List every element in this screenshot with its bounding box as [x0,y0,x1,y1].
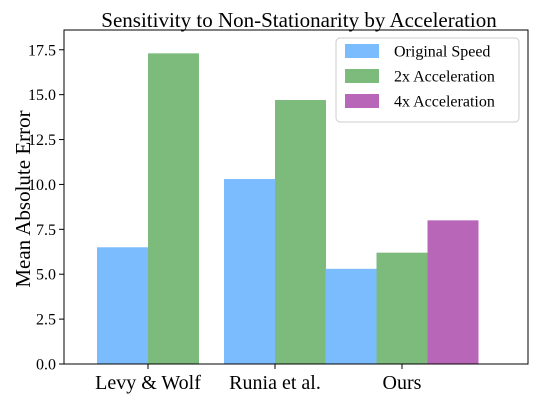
y-tick-label: 7.5 [36,222,56,239]
legend-swatch [345,69,379,83]
y-axis-ticks: 0.0 2.5 5.0 7.5 10.0 12.5 15.0 17.5 [28,42,64,374]
y-tick-label: 15.0 [28,87,56,104]
bar-original-speed-2 [325,268,377,364]
x-category-label: Runia et al. [229,372,321,394]
y-tick-label: 10.0 [28,177,56,194]
x-category-label: Ours [383,372,422,394]
x-category-label: Levy & Wolf [95,372,201,394]
chart-title: Sensitivity to Non-Stationarity by Accel… [101,8,497,32]
legend-swatch [345,94,379,108]
bar-original-speed-0 [97,247,148,364]
legend-label: 4x Acceleration [394,94,495,111]
bar-original-speed-1 [224,179,275,364]
bar-4x-acceleration-2 [427,220,479,364]
bars-layer [97,53,479,365]
y-tick-label: 0.0 [36,357,56,374]
legend: Original Speed 2x Acceleration 4x Accelera… [335,37,520,123]
y-tick-label: 12.5 [28,132,56,149]
legend-box [335,37,520,123]
legend-label: Original Speed [394,44,490,61]
plot-frame [63,29,529,365]
y-axis-label: Mean Absolute Error [11,110,35,287]
y-tick-label: 5.0 [36,267,56,284]
bar-2x-acceleration-2 [376,252,428,364]
y-tick-label: 17.5 [28,42,56,59]
bar-2x-acceleration-1 [275,100,326,364]
bar-2x-acceleration-0 [148,53,199,365]
legend-swatch [345,44,379,58]
y-tick-label: 2.5 [36,312,56,329]
x-axis-category-labels: Levy & Wolf Runia et al. Ours [95,364,422,394]
legend-label: 2x Acceleration [394,69,495,86]
